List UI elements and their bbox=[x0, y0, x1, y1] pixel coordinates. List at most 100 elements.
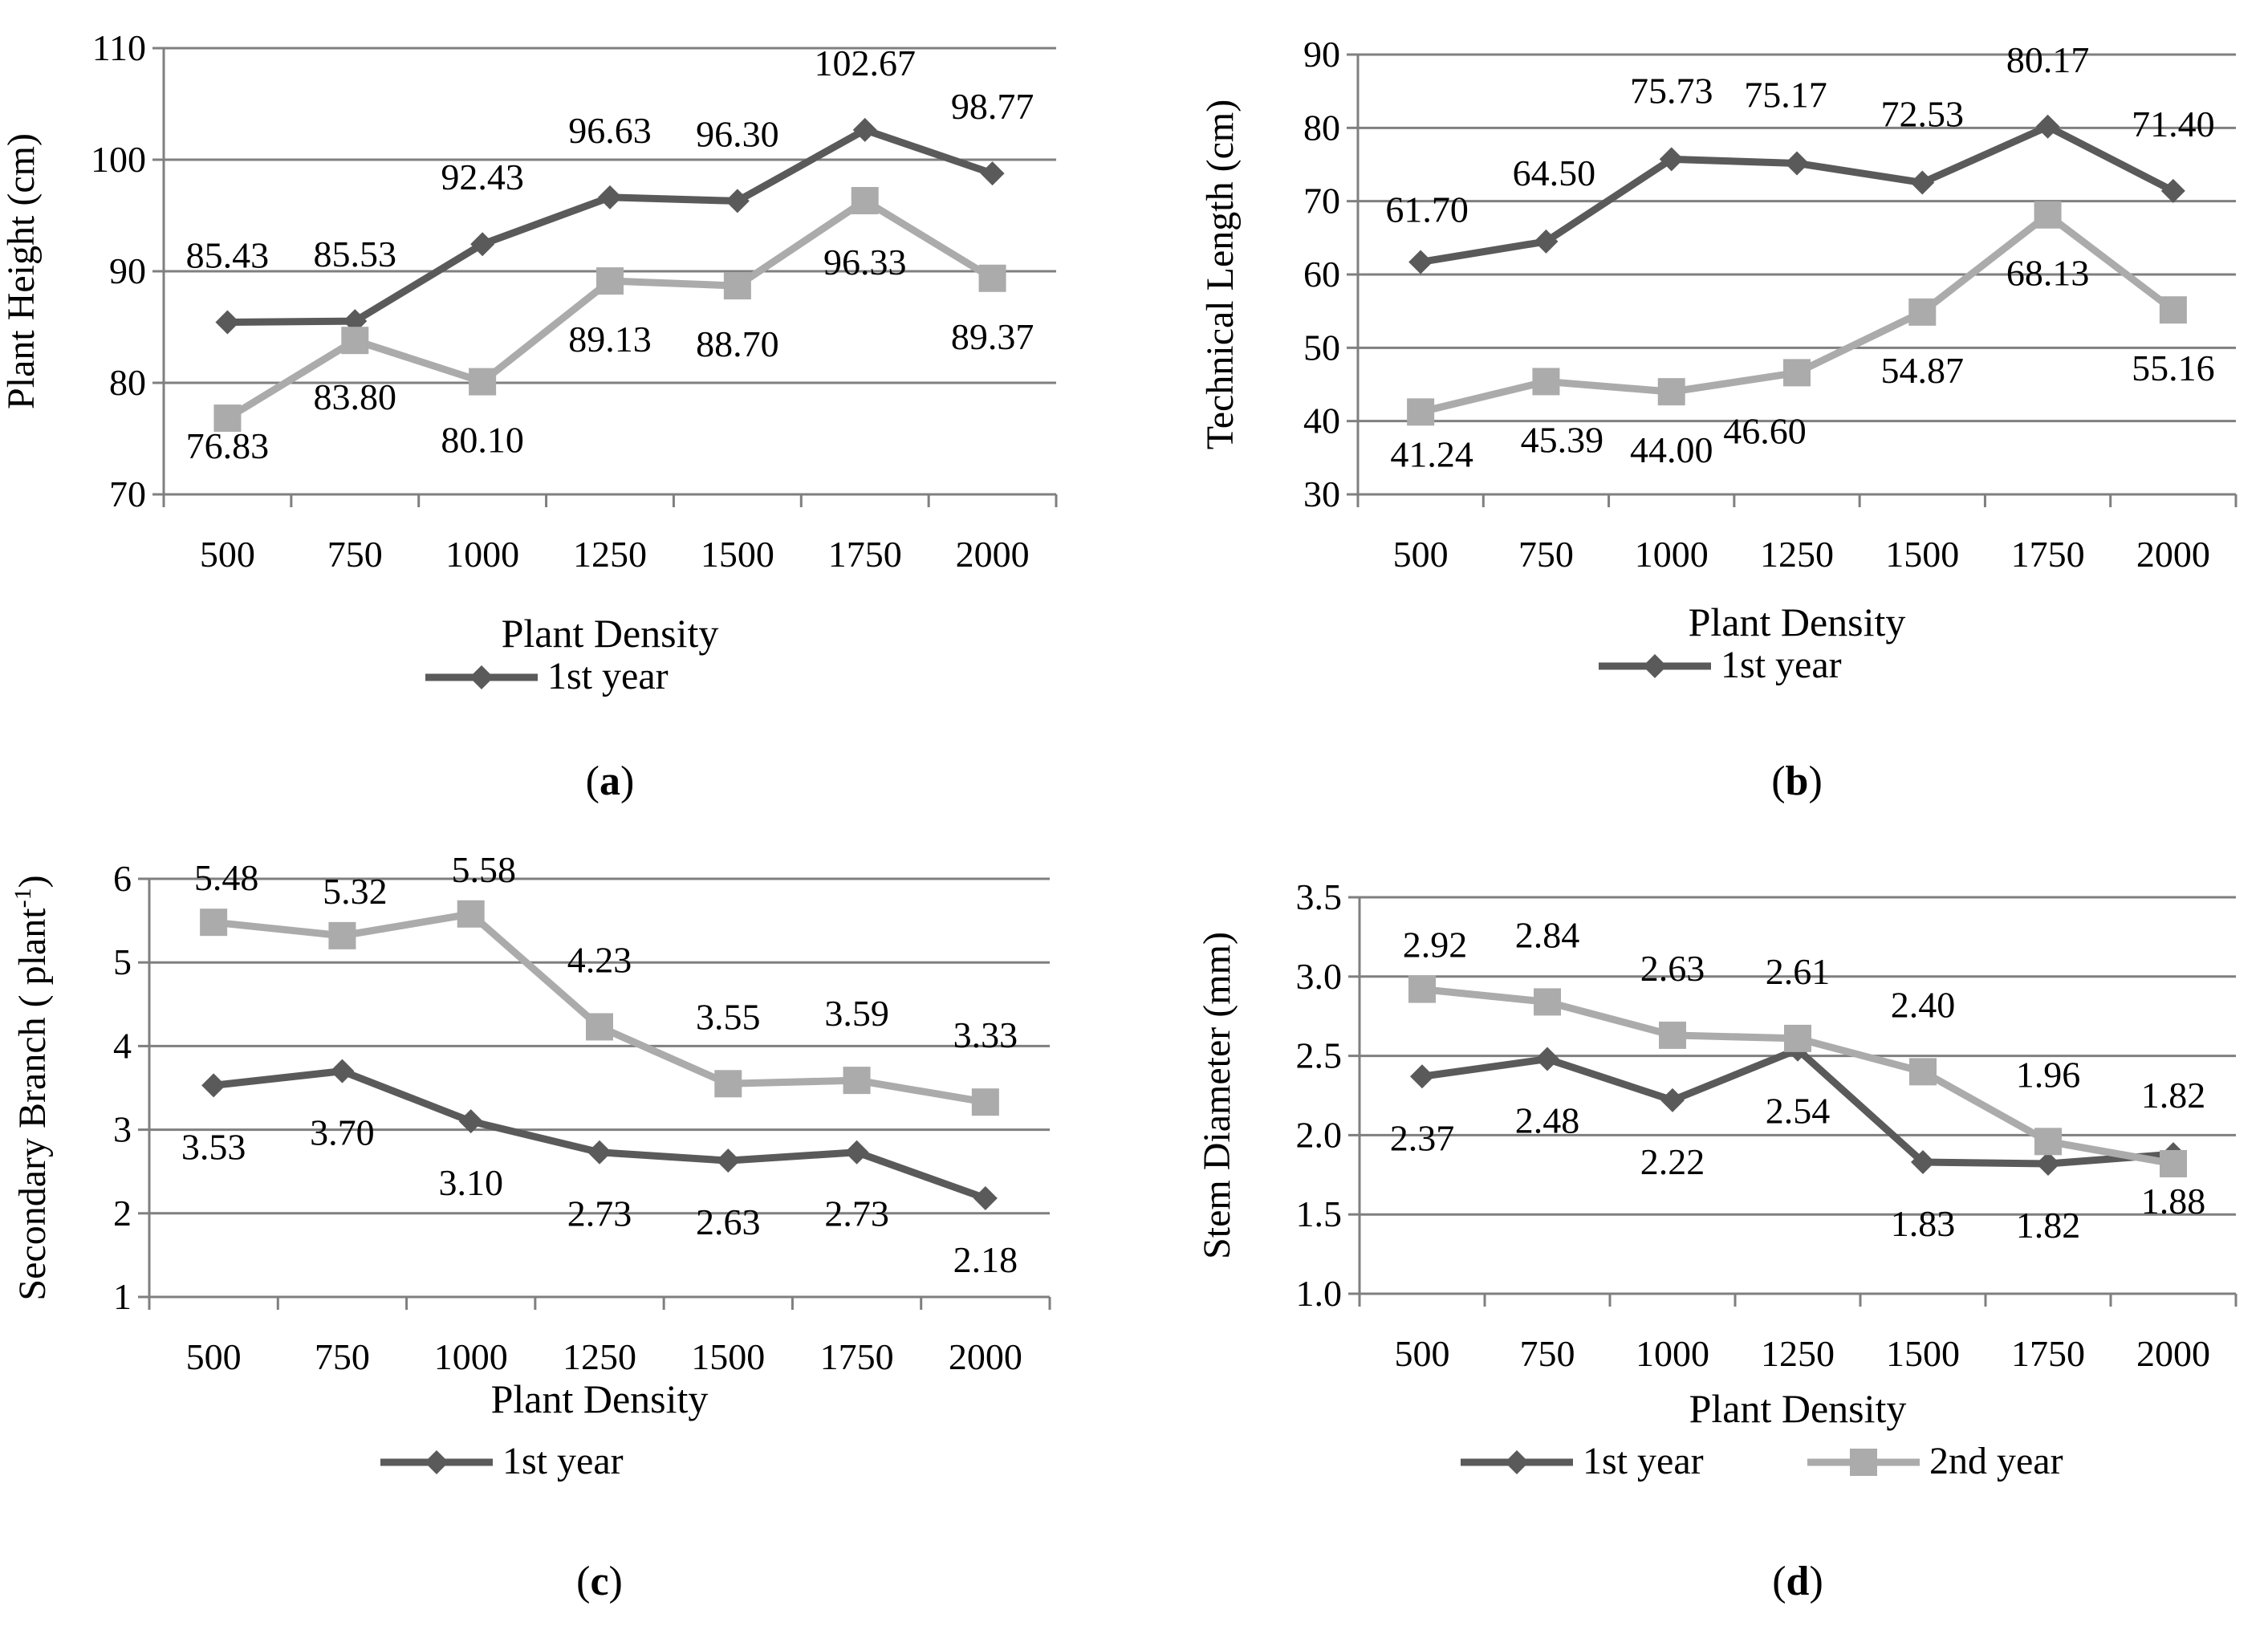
y-tick-label: 100 bbox=[91, 139, 146, 180]
data-label: 96.30 bbox=[696, 113, 779, 154]
data-point-diamond bbox=[598, 185, 622, 209]
x-tick-label: 750 bbox=[1520, 1333, 1575, 1374]
panel-label: (d) bbox=[1772, 1559, 1823, 1604]
data-point-diamond bbox=[844, 1140, 869, 1165]
data-label: 76.83 bbox=[186, 425, 270, 466]
y-tick-label: 2.0 bbox=[1296, 1114, 1343, 1155]
y-tick-label: 5 bbox=[113, 941, 132, 982]
x-axis-title: Plant Density bbox=[1689, 1386, 1907, 1431]
data-point-square bbox=[971, 1088, 999, 1116]
data-label: 89.13 bbox=[568, 319, 652, 360]
x-tick-label: 1750 bbox=[2011, 1333, 2085, 1374]
y-tick-label: 2 bbox=[113, 1193, 132, 1234]
data-point-square bbox=[457, 900, 485, 928]
data-point-diamond bbox=[330, 1059, 355, 1083]
panel-label-letter: a bbox=[600, 758, 620, 804]
data-point-diamond bbox=[1910, 170, 1935, 195]
x-tick-label: 1500 bbox=[691, 1336, 765, 1377]
chart-panel-a: 70 80 90 100 110 500 750 1000 1250 1500 1750 2000 Pl… bbox=[0, 27, 1058, 804]
y-tick-label: 3 bbox=[113, 1109, 132, 1150]
y-tick-label: 1 bbox=[113, 1276, 132, 1317]
y-axis-title-text: Secondary Branch ( plant bbox=[11, 908, 54, 1301]
y-axis-title: Plant Height (cm) bbox=[0, 133, 43, 409]
legend-marker-square bbox=[1850, 1449, 1877, 1476]
panel-label-open-paren: ( bbox=[576, 1559, 590, 1604]
x-tick-label: 2000 bbox=[956, 534, 1030, 575]
data-point-square bbox=[1534, 988, 1561, 1016]
data-label: 83.80 bbox=[314, 376, 397, 417]
data-label: 5.58 bbox=[451, 849, 516, 890]
data-point-square bbox=[714, 1070, 742, 1098]
data-label: 2.84 bbox=[1515, 914, 1580, 955]
data-point-square bbox=[213, 404, 242, 433]
data-label: 61.70 bbox=[1385, 189, 1469, 230]
y-tick-label: 3.0 bbox=[1296, 956, 1343, 997]
data-label: 44.00 bbox=[1630, 429, 1713, 470]
y-tick-label: 110 bbox=[92, 27, 146, 68]
data-label: 2.40 bbox=[1891, 984, 1956, 1025]
data-point-diamond bbox=[1408, 250, 1433, 274]
panel-label-close-paren: ) bbox=[620, 758, 634, 804]
data-label: 5.48 bbox=[194, 857, 259, 898]
data-point-square bbox=[341, 327, 369, 355]
y-tick-label: 70 bbox=[109, 474, 146, 514]
data-point-diamond bbox=[852, 117, 877, 142]
data-label: 64.50 bbox=[1513, 152, 1596, 193]
legend-label: 1st year bbox=[502, 1440, 624, 1482]
data-point-diamond bbox=[470, 232, 495, 257]
data-label: 1.88 bbox=[2141, 1181, 2206, 1222]
data-point-diamond bbox=[2160, 178, 2185, 203]
data-label: 3.70 bbox=[310, 1112, 375, 1153]
chart-panel-b: 30 40 50 60 70 80 90 500 750 1000 1250 1500 1750 2000… bbox=[1199, 34, 2238, 804]
legend-marker-diamond bbox=[1643, 654, 1667, 678]
data-point-diamond bbox=[2036, 1151, 2060, 1176]
data-label: 2.63 bbox=[1640, 948, 1705, 989]
data-label: 3.10 bbox=[438, 1162, 503, 1203]
data-point-square bbox=[1657, 378, 1685, 406]
panel-label: (b) bbox=[1771, 758, 1823, 804]
data-point-square bbox=[469, 368, 497, 396]
panel-label: (c) bbox=[576, 1559, 623, 1604]
data-point-diamond bbox=[1535, 1047, 1559, 1071]
x-tick-label: 1000 bbox=[445, 534, 519, 575]
x-tick-label: 1500 bbox=[1885, 534, 1959, 575]
data-label: 4.23 bbox=[567, 939, 632, 980]
x-tick-label: 1000 bbox=[434, 1336, 508, 1377]
data-point-diamond bbox=[458, 1109, 483, 1134]
panel-label-letter: d bbox=[1786, 1559, 1810, 1604]
chart-panel-d: 1.0 1.5 2.0 2.5 3.0 3.5 500 750 1000 1250 1500 1750… bbox=[1196, 876, 2238, 1604]
data-label: 1.83 bbox=[1891, 1203, 1956, 1244]
data-point-square bbox=[2160, 1149, 2187, 1177]
panel-label-letter: b bbox=[1786, 758, 1809, 804]
data-point-diamond bbox=[201, 1073, 226, 1098]
y-axis-title: Stem Diameter (mm) bbox=[1196, 932, 1238, 1259]
y-tick-label: 1.5 bbox=[1296, 1193, 1343, 1234]
data-point-diamond bbox=[980, 161, 1005, 186]
y-tick-label: 70 bbox=[1303, 181, 1340, 222]
data-label: 3.55 bbox=[696, 996, 761, 1037]
data-label: 2.73 bbox=[567, 1193, 632, 1234]
x-tick-label: 1250 bbox=[1761, 1333, 1835, 1374]
y-tick-label: 80 bbox=[1303, 107, 1340, 148]
x-tick-label: 1500 bbox=[701, 534, 774, 575]
y-tick-label: 90 bbox=[109, 250, 146, 291]
x-tick-label: 1250 bbox=[573, 534, 647, 575]
data-point-square bbox=[1408, 975, 1436, 1003]
data-point-diamond bbox=[2035, 114, 2060, 139]
x-tick-label: 750 bbox=[1518, 534, 1574, 575]
data-point-square bbox=[328, 921, 356, 949]
panel-label-letter: c bbox=[590, 1559, 608, 1604]
y-tick-label: 80 bbox=[109, 362, 146, 403]
x-tick-label: 1250 bbox=[563, 1336, 636, 1377]
data-label: 96.63 bbox=[568, 110, 652, 151]
data-label: 102.67 bbox=[814, 43, 916, 83]
data-label: 88.70 bbox=[696, 323, 779, 364]
x-axis-title: Plant Density bbox=[1689, 600, 1906, 644]
data-point-square bbox=[596, 267, 624, 295]
y-axis-title: Technical Length (cm) bbox=[1199, 100, 1242, 449]
legend-label: 1st year bbox=[547, 655, 669, 697]
panel-label-close-paren: ) bbox=[609, 1559, 623, 1604]
data-label: 2.22 bbox=[1640, 1141, 1705, 1182]
data-point-square bbox=[1784, 1024, 1811, 1052]
